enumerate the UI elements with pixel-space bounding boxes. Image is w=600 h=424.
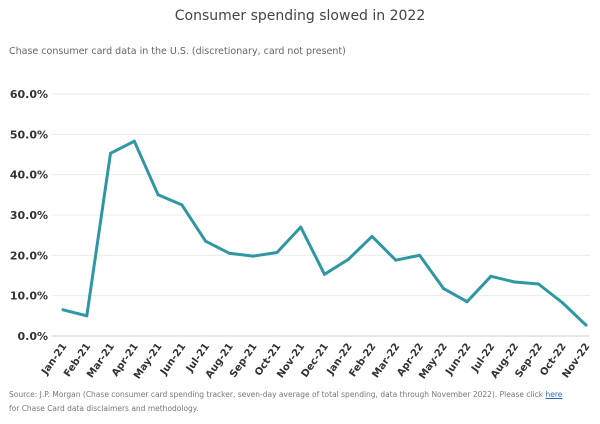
data-point xyxy=(370,234,374,238)
data-point xyxy=(156,193,160,197)
data-point xyxy=(299,225,303,229)
data-points xyxy=(61,139,588,327)
data-point xyxy=(394,258,398,262)
data-point xyxy=(418,253,422,257)
data-point xyxy=(251,254,255,258)
data-point xyxy=(584,323,588,327)
data-point xyxy=(132,139,136,143)
source-text-end: for Chase Card data disclaimers and meth… xyxy=(9,404,199,413)
data-point xyxy=(489,274,493,278)
x-axis-ticks: Jan-21Feb-21Mar-21Apr-21May-21Jun-21Jul-… xyxy=(39,341,592,381)
data-point xyxy=(180,203,184,207)
y-tick-label: 50.0% xyxy=(10,128,48,141)
y-tick-label: 10.0% xyxy=(10,290,48,303)
source-note: Source: J.P. Morgan (Chase consumer card… xyxy=(9,388,569,416)
y-tick-label: 0.0% xyxy=(17,330,48,343)
data-point xyxy=(204,239,208,243)
y-tick-label: 30.0% xyxy=(10,209,48,222)
y-axis-ticks: 0.0% 10.0% 20.0% 30.0% 40.0% 50.0% 60.0% xyxy=(10,88,48,343)
data-point xyxy=(441,286,445,290)
y-tick-label: 20.0% xyxy=(10,249,48,262)
gridlines xyxy=(52,93,590,337)
data-point xyxy=(85,314,89,318)
data-point xyxy=(465,300,469,304)
chart-title: Consumer spending slowed in 2022 xyxy=(174,8,426,24)
data-point xyxy=(61,308,65,312)
data-point xyxy=(513,280,517,284)
y-tick-label: 60.0% xyxy=(10,88,48,101)
here-link[interactable]: here xyxy=(545,390,563,399)
data-point xyxy=(227,251,231,255)
data-point xyxy=(109,151,113,155)
source-text: Source: J.P. Morgan (Chase consumer card… xyxy=(9,390,546,399)
data-point xyxy=(536,282,540,286)
series-line xyxy=(62,139,588,327)
chart-subtitle: Chase consumer card data in the U.S. (di… xyxy=(9,46,346,57)
y-tick-label: 40.0% xyxy=(10,169,48,182)
data-point xyxy=(560,301,564,305)
data-point xyxy=(275,251,279,255)
data-point xyxy=(323,272,326,276)
data-point xyxy=(346,257,350,261)
